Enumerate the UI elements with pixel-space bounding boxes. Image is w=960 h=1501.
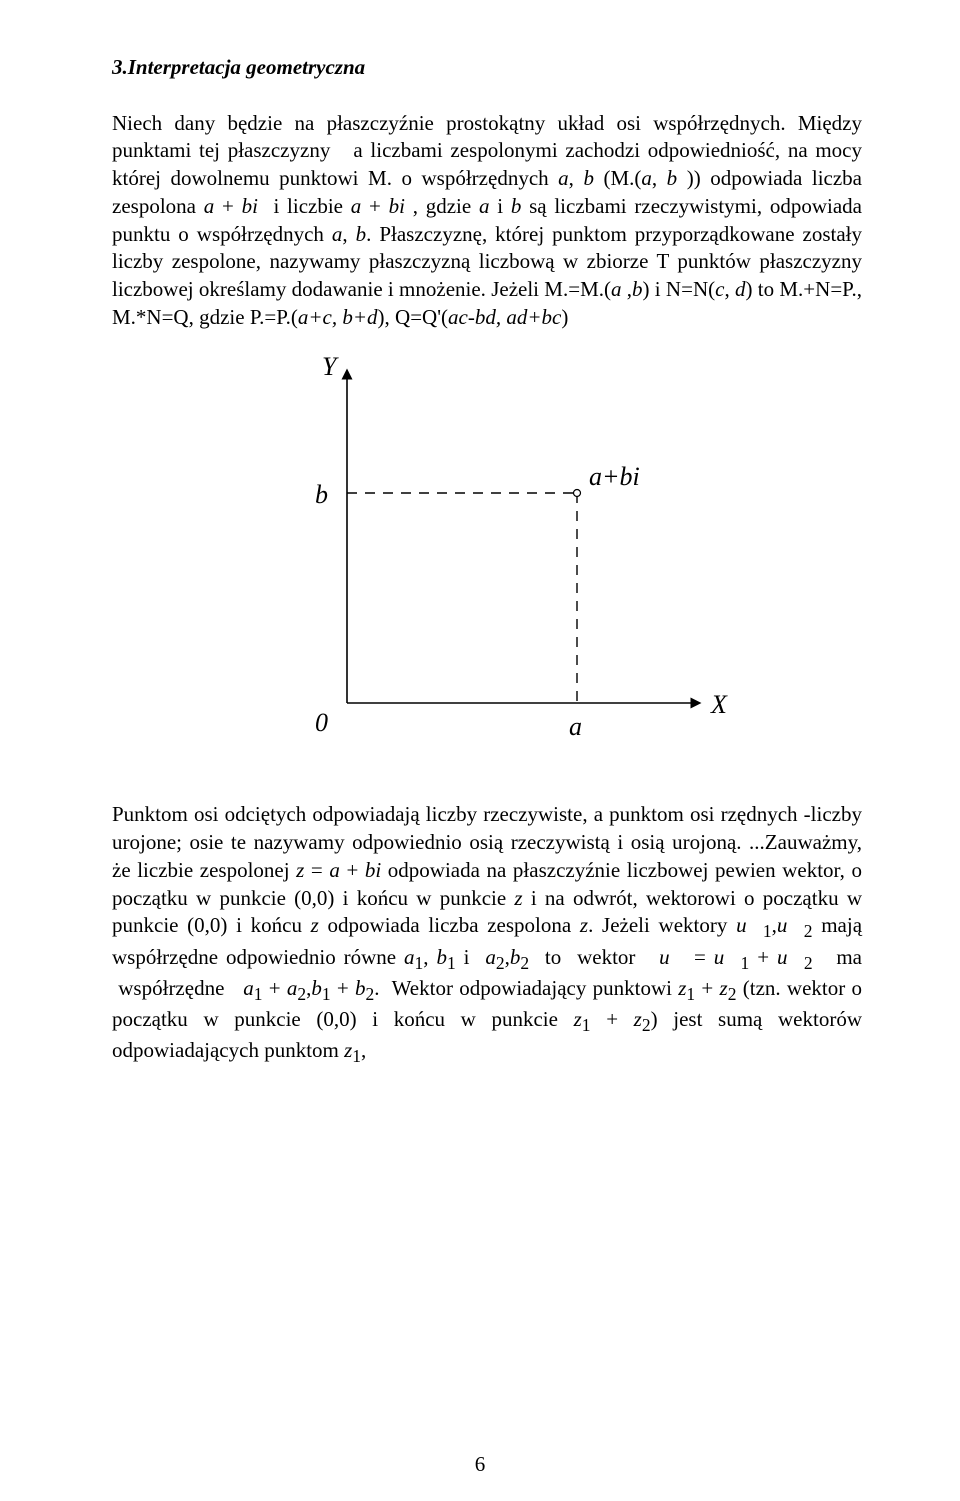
label-X: X	[710, 690, 728, 719]
paragraph-2: Punktom osi odciętych odpowiadają liczby…	[112, 801, 862, 1068]
label-a: a	[569, 712, 582, 741]
paragraph-1: Niech dany będzie na płaszczyźnie prosto…	[112, 110, 862, 332]
label-O: 0	[315, 708, 328, 737]
complex-plane-diagram: Y b a+bi 0 a X	[227, 343, 747, 773]
label-abi: a+bi	[589, 462, 640, 491]
page: 3.Interpretacja geometryczna Niech dany …	[0, 0, 960, 1501]
page-number: 6	[0, 1451, 960, 1479]
section-heading: 3.Interpretacja geometryczna	[112, 54, 862, 82]
label-b: b	[315, 480, 328, 509]
label-Y: Y	[322, 352, 339, 381]
point-a-plus-bi	[574, 490, 581, 497]
diagram-container: Y b a+bi 0 a X	[112, 343, 862, 773]
